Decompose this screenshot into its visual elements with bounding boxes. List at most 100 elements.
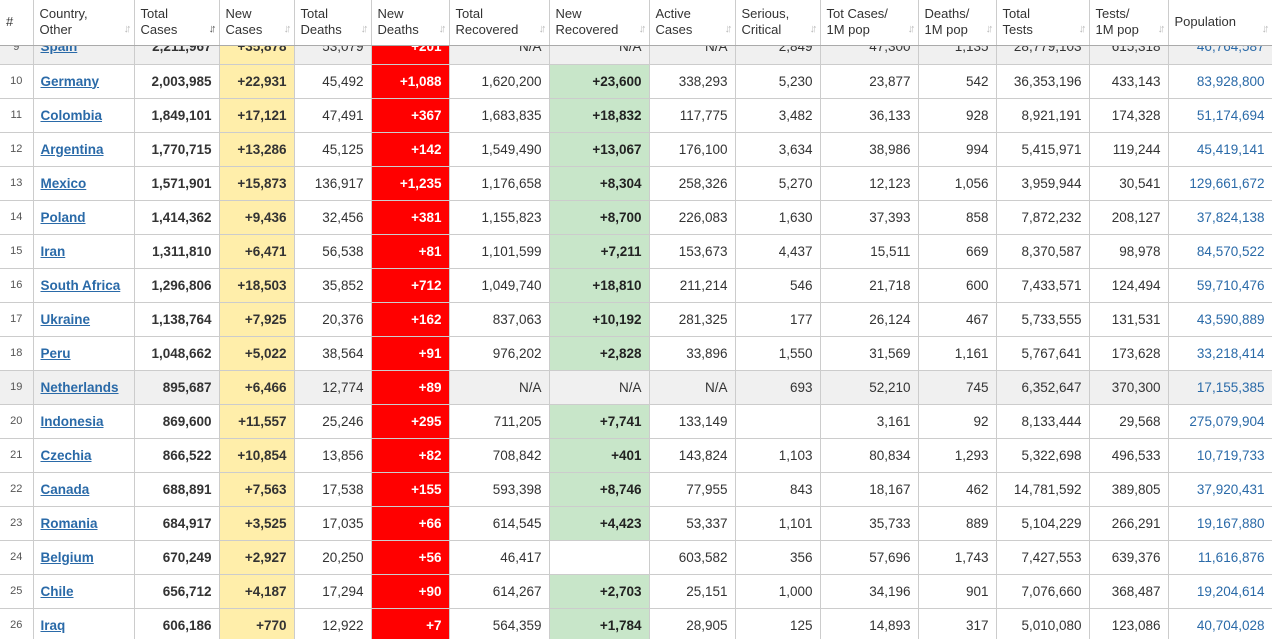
column-header-total-tests[interactable]: Total Tests ↓↑: [996, 0, 1090, 46]
country-link[interactable]: Chile: [40, 583, 74, 599]
country-link[interactable]: Poland: [40, 209, 86, 225]
country-link[interactable]: South Africa: [40, 277, 121, 293]
table-header: # Country, Other ↓↑ Total Cases ↓↑ New Cases ↓…: [0, 0, 1272, 46]
column-header-new-recovered[interactable]: New Recovered ↓↑: [549, 0, 650, 46]
cell-total-deaths: 12,774: [294, 370, 372, 405]
cell-serious: 4,437: [735, 234, 821, 269]
cell-total-tests: 5,767,641: [996, 336, 1090, 371]
cell-new-cases: +3,525: [219, 506, 295, 541]
country-link[interactable]: Mexico: [40, 175, 87, 191]
cell-tests-per-m: 389,805: [1089, 472, 1169, 507]
cell-serious: 1,550: [735, 336, 821, 371]
country-link[interactable]: Romania: [40, 515, 98, 531]
cell-cases-per-m: 34,196: [820, 574, 919, 609]
cell-new-recovered: +4,423: [549, 506, 650, 541]
country-link[interactable]: Canada: [40, 481, 90, 497]
country-link[interactable]: Germany: [40, 73, 100, 89]
cell-country: South Africa: [33, 268, 135, 303]
cell-total-tests: 5,415,971: [996, 132, 1090, 167]
column-header-label: Population: [1174, 14, 1236, 30]
table-row: 15 Iran 1,311,810 +6,471 56,538 +81 1,101,599 +…: [0, 234, 1272, 269]
sort-arrows-icon[interactable]: ↓↑: [907, 22, 916, 35]
table-row: 25 Chile 656,712 +4,187 17,294 +90 614,267 +2,7…: [0, 574, 1272, 609]
column-header-new-deaths[interactable]: New Deaths ↓↑: [371, 0, 450, 46]
country-link[interactable]: Argentina: [40, 141, 104, 157]
cell-rank: 20: [0, 404, 34, 439]
cell-new-recovered: +8,304: [549, 166, 650, 201]
cell-population: 59,710,476: [1168, 268, 1272, 303]
cell-active-cases: 28,905: [649, 608, 736, 639]
cell-total-recovered: 976,202: [449, 336, 550, 371]
column-header-total-cases[interactable]: Total Cases ↓↑: [134, 0, 220, 46]
country-link[interactable]: Iran: [40, 243, 66, 259]
cell-new-cases: +7,563: [219, 472, 295, 507]
cell-rank: 22: [0, 472, 34, 507]
cell-cases-per-m: 31,569: [820, 336, 919, 371]
column-header-deaths-per-m[interactable]: Deaths/ 1M pop ↓↑: [918, 0, 997, 46]
country-link[interactable]: Czechia: [40, 447, 92, 463]
cell-deaths-per-m: 745: [918, 370, 997, 405]
cell-deaths-per-m: 1,293: [918, 438, 997, 473]
sort-arrows-icon[interactable]: ↓↑: [360, 22, 369, 35]
sort-arrows-icon[interactable]: ↓↑: [538, 22, 547, 35]
country-link[interactable]: Netherlands: [40, 379, 119, 395]
cell-serious: 1,630: [735, 200, 821, 235]
cell-total-recovered: 1,620,200: [449, 64, 550, 99]
cell-new-deaths: +81: [371, 234, 450, 269]
cell-new-cases: +6,466: [219, 370, 295, 405]
sort-arrows-icon[interactable]: ↓↑: [123, 22, 132, 35]
column-header-cases-per-m[interactable]: Tot Cases/ 1M pop ↓↑: [820, 0, 919, 46]
cell-new-recovered: N/A: [549, 370, 650, 405]
header-row: # Country, Other ↓↑ Total Cases ↓↑ New Cases ↓…: [0, 0, 1272, 46]
table-row: 22 Canada 688,891 +7,563 17,538 +155 593,398 +8…: [0, 472, 1272, 507]
country-link[interactable]: Indonesia: [40, 413, 104, 429]
cell-total-recovered: 564,359: [449, 608, 550, 639]
cell-serious: 1,103: [735, 438, 821, 473]
cell-new-cases: +4,187: [219, 574, 295, 609]
cell-country: Iraq: [33, 608, 135, 639]
cell-population: 11,616,876: [1168, 540, 1272, 575]
column-header-population[interactable]: Population ↓↑: [1168, 0, 1272, 46]
cell-cases-per-m: 26,124: [820, 302, 919, 337]
sort-arrows-icon[interactable]: ↓↑: [438, 22, 447, 35]
country-link[interactable]: Iraq: [40, 617, 66, 633]
cell-tests-per-m: 30,541: [1089, 166, 1169, 201]
sort-arrows-icon[interactable]: ↓↑: [1157, 22, 1166, 35]
column-header-total-recovered[interactable]: Total Recovered ↓↑: [449, 0, 550, 46]
sort-arrows-icon[interactable]: ↓↑: [985, 22, 994, 35]
column-header-total-deaths[interactable]: Total Deaths ↓↑: [294, 0, 372, 46]
sort-arrows-icon[interactable]: ↓↑: [208, 22, 217, 35]
column-header-label: Deaths/ 1M pop: [924, 6, 970, 38]
cell-serious: 1,101: [735, 506, 821, 541]
column-header-serious[interactable]: Serious, Critical ↓↑: [735, 0, 821, 46]
column-header-label: Tests/ 1M pop: [1095, 6, 1139, 38]
cell-population: 40,704,028: [1168, 608, 1272, 639]
column-header-label: Total Recovered: [455, 6, 519, 38]
cell-deaths-per-m: 542: [918, 64, 997, 99]
column-header-label: New Recovered: [555, 6, 619, 38]
sort-arrows-icon[interactable]: ↓↑: [638, 22, 647, 35]
column-header-tests-per-m[interactable]: Tests/ 1M pop ↓↑: [1089, 0, 1169, 46]
country-link[interactable]: Colombia: [40, 107, 103, 123]
sort-arrows-icon[interactable]: ↓↑: [283, 22, 292, 35]
column-header-new-cases[interactable]: New Cases ↓↑: [219, 0, 295, 46]
country-link[interactable]: Ukraine: [40, 311, 91, 327]
country-link[interactable]: Peru: [40, 345, 71, 361]
cell-total-tests: 7,076,660: [996, 574, 1090, 609]
table-row: 24 Belgium 670,249 +2,927 20,250 +56 46,417 603…: [0, 540, 1272, 575]
cell-total-recovered: 46,417: [449, 540, 550, 575]
country-link[interactable]: Belgium: [40, 549, 94, 565]
sort-arrows-icon[interactable]: ↓↑: [724, 22, 733, 35]
cell-new-cases: +770: [219, 608, 295, 639]
column-header-country[interactable]: Country, Other ↓↑: [33, 0, 135, 46]
sort-arrows-icon[interactable]: ↓↑: [1078, 22, 1087, 35]
cell-serious: 843: [735, 472, 821, 507]
column-header-active-cases[interactable]: Active Cases ↓↑: [649, 0, 736, 46]
cell-rank: 25: [0, 574, 34, 609]
cell-cases-per-m: 18,167: [820, 472, 919, 507]
cell-cases-per-m: 38,986: [820, 132, 919, 167]
sort-arrows-icon[interactable]: ↓↑: [809, 22, 818, 35]
cell-new-deaths: +91: [371, 336, 450, 371]
sort-arrows-icon[interactable]: ↓↑: [1261, 22, 1270, 35]
cell-total-recovered: 593,398: [449, 472, 550, 507]
